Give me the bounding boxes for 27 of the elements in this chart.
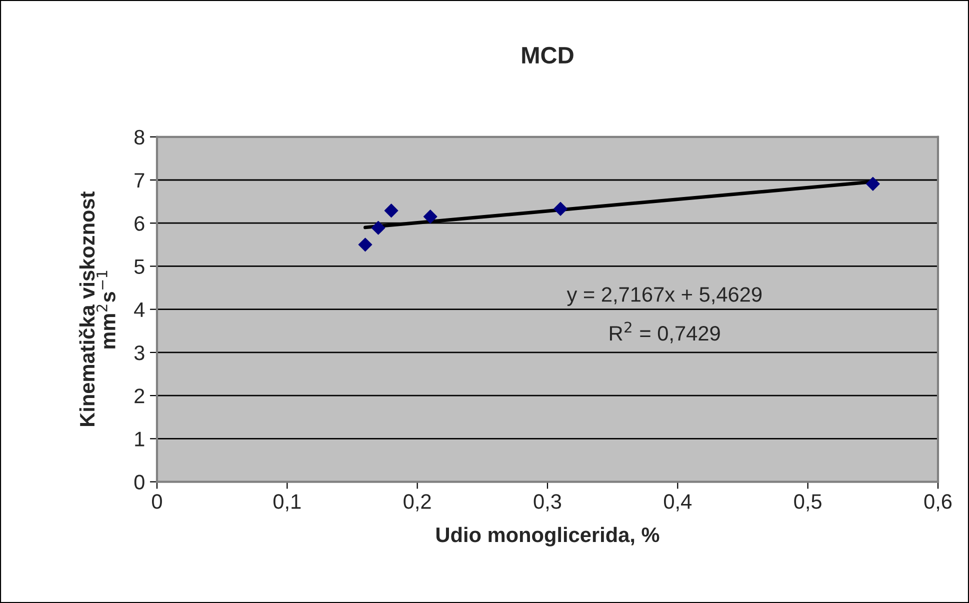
- annotation: R$^{2}$ = 0,7429: [610, 322, 720, 344]
- x-tick-label: 0,1: [273, 494, 301, 512]
- x-tick-label: 0,3: [534, 494, 562, 512]
- point: [358, 238, 372, 252]
- chart-title: MCD: [522, 46, 574, 64]
- y-tick-label: 6: [134, 216, 144, 231]
- x-tick-label: 0: [152, 494, 162, 509]
- x-tick-label: 0,5: [794, 494, 822, 512]
- x-tick-label: 0,2: [404, 494, 431, 512]
- y-tick-label: 2: [134, 388, 144, 404]
- annotation: y = 2,7167x + 5,4629: [566, 287, 762, 306]
- y-tick-label: 4: [134, 302, 145, 317]
- point: [554, 202, 568, 216]
- point: [866, 176, 880, 191]
- y-tick-label: 1: [135, 432, 144, 446]
- y-tick-label: 8: [134, 130, 144, 145]
- y-axis-title: Kinematička viskoznost mm$^{2}$s$^{−1}$: [78, 191, 116, 426]
- x-axis-title: Udio monoglicerida, %: [436, 526, 660, 546]
- point: [423, 210, 438, 224]
- point: [371, 220, 386, 235]
- y-tick-label: 3: [134, 345, 144, 360]
- x-tick-label: 0,6: [924, 494, 952, 512]
- x-tick-label: 0,4: [664, 494, 692, 512]
- y-tick-label: 7: [134, 173, 144, 188]
- y-tick-label: 5: [134, 259, 144, 274]
- point: [384, 204, 398, 218]
- y-tick-label: 0: [134, 474, 144, 490]
